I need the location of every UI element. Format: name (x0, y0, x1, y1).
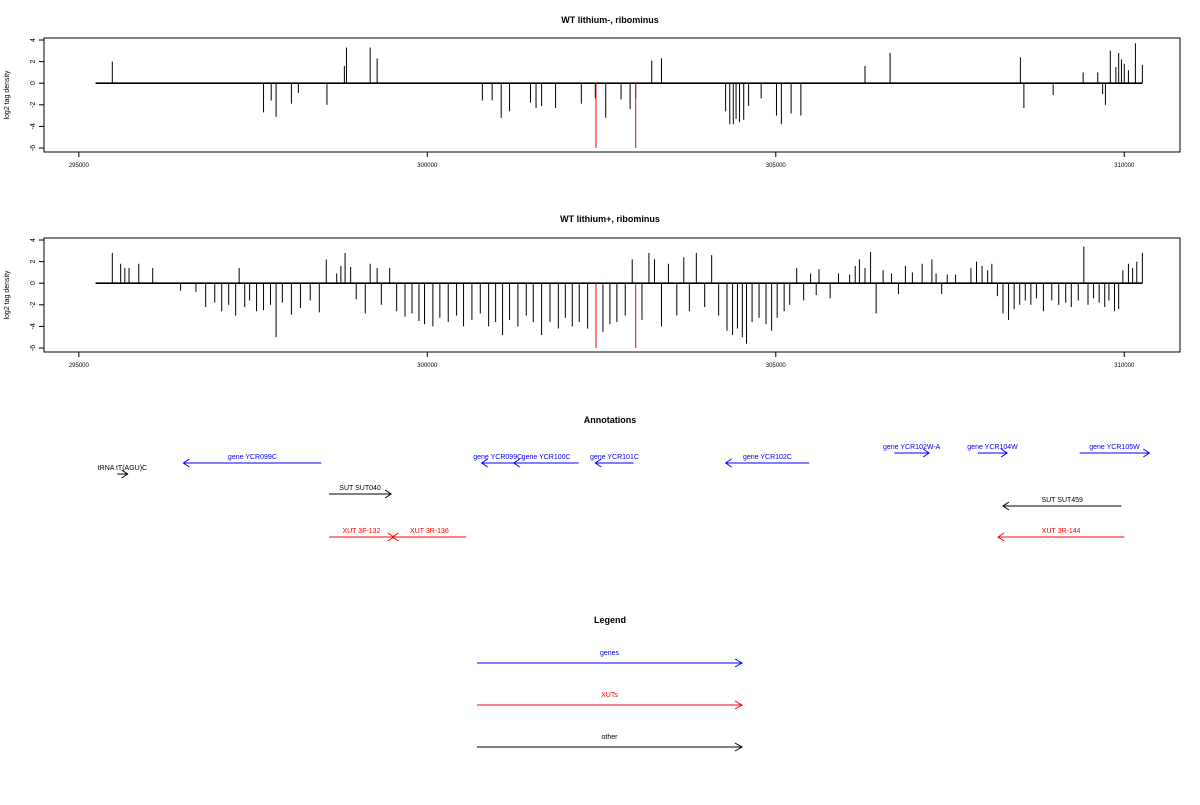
y-tick-label: 4 (30, 238, 37, 242)
x-axis-ticks: 295000 300000 305000 310000 (69, 152, 1135, 169)
feature-arrow (997, 532, 1125, 542)
feature-label: gene YCR102C (743, 454, 792, 461)
feature-label: gene YCR105W (1089, 444, 1140, 451)
feature-arrow (512, 458, 579, 468)
legend-arrow (477, 742, 744, 752)
feature-arrow (894, 448, 931, 458)
plot-frame (43, 237, 1181, 353)
x-tick-label: 300000 (417, 163, 438, 169)
legend-panel: Legend genes XUTs other (477, 615, 744, 752)
y-tick-label: -2 (30, 102, 37, 108)
feature-arrow (480, 458, 514, 468)
feature-label: SUT SUT459 (1041, 497, 1083, 504)
feature-label: gene YCR099C (473, 454, 522, 461)
y-tick-label: 0 (30, 81, 37, 85)
feature-label: XUT 3R-144 (1042, 528, 1081, 535)
y-axis-ticks: -6 -4 -2 0 2 4 (30, 38, 44, 151)
y-tick-label: -6 (30, 345, 37, 351)
feature-label: gene YCR104W (967, 444, 1018, 451)
legend-label: XUTs (601, 692, 618, 699)
feature-label: gene YCR100C (522, 454, 571, 461)
feature-arrow (594, 458, 634, 468)
feature-arrow (1002, 501, 1122, 511)
x-tick-label: 295000 (69, 363, 90, 369)
lithium-plus-panel: WT lithium+, ribominus log2 tag density … (4, 214, 1181, 369)
feature-arrow (329, 489, 392, 499)
legend-label: genes (600, 650, 620, 657)
y-tick-label: 2 (30, 60, 37, 64)
legend-label: other (602, 734, 619, 741)
feature-arrow (1079, 448, 1151, 458)
feature-arrow (391, 532, 467, 542)
feature-arrow (182, 458, 322, 468)
x-tick-label: 305000 (766, 363, 787, 369)
legend-arrow (477, 700, 744, 710)
feature-label: XUT 3R-136 (410, 528, 449, 535)
y-tick-label: 0 (30, 281, 37, 285)
x-axis-ticks: 295000 300000 305000 310000 (69, 352, 1135, 369)
density-bars (111, 246, 1143, 348)
feature-label: tRNA tT(AGU)C (98, 465, 147, 472)
y-axis-label: log2 tag density (4, 70, 11, 120)
lithium-minus-panel: WT lithium-, ribominus log2 tag density … (4, 15, 1181, 169)
legend-items: genes XUTs other (477, 650, 744, 752)
y-tick-label: -4 (30, 123, 37, 129)
feature-label: SUT SUT040 (339, 485, 381, 492)
legend-arrow (477, 658, 744, 668)
annotations-title: Annotations (584, 415, 637, 425)
panel-title: WT lithium+, ribominus (560, 214, 660, 224)
feature-label: XUT 3F-132 (342, 528, 380, 535)
feature-arrow (117, 469, 129, 479)
legend-title: Legend (594, 615, 626, 625)
y-tick-label: -4 (30, 323, 37, 329)
density-bars (111, 43, 1143, 148)
x-tick-label: 310000 (1114, 163, 1135, 169)
feature-label: gene YCR099C (228, 454, 277, 461)
x-tick-label: 310000 (1114, 363, 1135, 369)
x-tick-label: 300000 (417, 363, 438, 369)
feature-label: gene YCR101C (590, 454, 639, 461)
feature-label: gene YCR102W-A (883, 444, 941, 451)
feature-arrow (977, 448, 1009, 458)
x-tick-label: 295000 (69, 163, 90, 169)
y-axis-ticks: -6 -4 -2 0 2 4 (30, 238, 44, 351)
y-axis-label: log2 tag density (4, 270, 11, 320)
y-tick-label: -2 (30, 302, 37, 308)
y-tick-label: 4 (30, 38, 37, 42)
y-tick-label: -6 (30, 145, 37, 151)
x-tick-label: 305000 (766, 163, 787, 169)
y-tick-label: 2 (30, 260, 37, 264)
plot-frame (43, 37, 1181, 153)
panel-title: WT lithium-, ribominus (561, 15, 659, 25)
feature-arrow (724, 458, 810, 468)
